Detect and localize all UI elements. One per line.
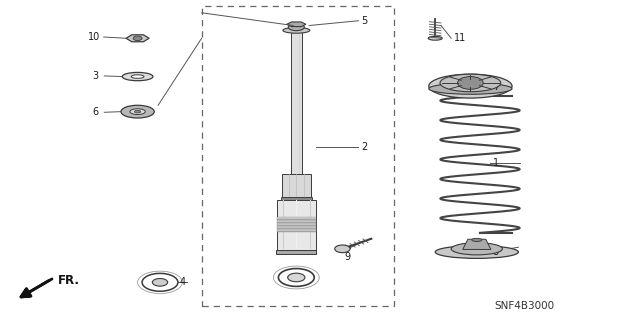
Text: 2: 2 [362, 142, 368, 152]
Polygon shape [287, 22, 306, 26]
Ellipse shape [288, 24, 305, 31]
Ellipse shape [472, 238, 482, 241]
Text: 1: 1 [493, 158, 499, 168]
Circle shape [152, 278, 168, 286]
Text: 7: 7 [493, 82, 499, 92]
Text: 6: 6 [93, 107, 99, 117]
Circle shape [133, 36, 142, 41]
Polygon shape [277, 228, 316, 229]
Polygon shape [280, 197, 312, 200]
Text: 3: 3 [93, 71, 99, 81]
Polygon shape [463, 239, 491, 249]
Ellipse shape [121, 105, 154, 118]
Ellipse shape [122, 72, 153, 81]
Circle shape [335, 245, 350, 253]
Ellipse shape [130, 109, 145, 115]
Polygon shape [277, 220, 316, 222]
Circle shape [288, 273, 305, 282]
Polygon shape [277, 231, 316, 232]
Text: FR.: FR. [58, 274, 79, 287]
Polygon shape [277, 200, 316, 250]
Polygon shape [277, 225, 316, 226]
Text: 8: 8 [493, 247, 499, 257]
Ellipse shape [440, 74, 500, 92]
Polygon shape [291, 32, 302, 176]
Text: 10: 10 [88, 32, 100, 42]
Ellipse shape [131, 75, 144, 78]
Polygon shape [277, 222, 316, 223]
Ellipse shape [429, 83, 512, 94]
Ellipse shape [451, 243, 502, 255]
Ellipse shape [428, 36, 442, 40]
Text: 11: 11 [454, 33, 467, 43]
Text: 4: 4 [179, 277, 186, 287]
Polygon shape [277, 229, 316, 231]
Ellipse shape [134, 110, 141, 113]
Ellipse shape [435, 246, 518, 258]
Ellipse shape [429, 74, 512, 98]
Polygon shape [277, 217, 316, 219]
Polygon shape [282, 174, 311, 197]
Polygon shape [276, 250, 317, 254]
Polygon shape [126, 35, 149, 42]
Polygon shape [277, 223, 316, 225]
Text: 9: 9 [344, 252, 351, 262]
Text: 5: 5 [362, 16, 368, 26]
Circle shape [458, 77, 483, 89]
Text: SNF4B3000: SNF4B3000 [495, 301, 555, 311]
Polygon shape [277, 226, 316, 228]
Ellipse shape [283, 27, 310, 33]
Polygon shape [277, 219, 316, 220]
